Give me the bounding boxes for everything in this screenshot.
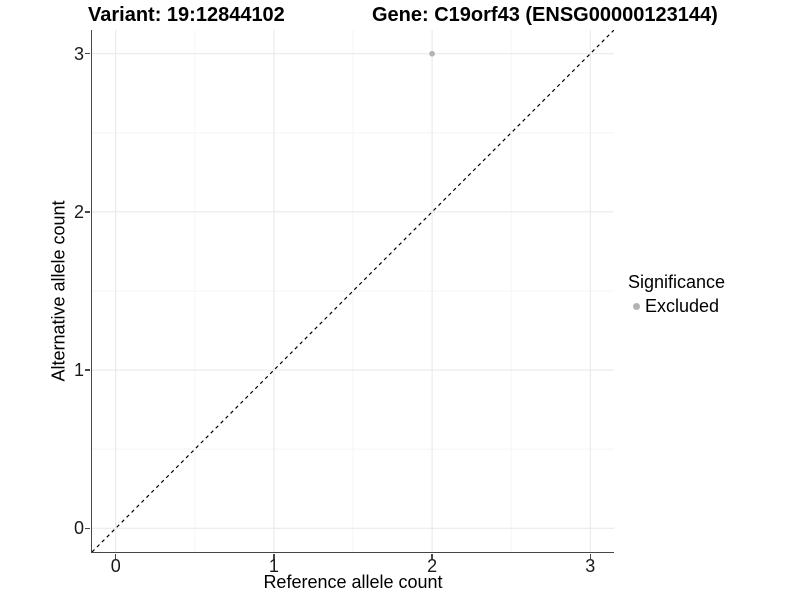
plot-panel bbox=[90, 30, 614, 553]
plot-title-gene: Gene: C19orf43 (ENSG00000123144) bbox=[372, 4, 718, 26]
x-tick-label: 1 bbox=[268, 556, 279, 576]
y-tick-label: 0 bbox=[73, 518, 84, 539]
legend-entries: Excluded bbox=[628, 296, 725, 316]
x-tick-label: 0 bbox=[110, 556, 121, 576]
x-tick-mark bbox=[114, 553, 117, 559]
y-tick-mark bbox=[85, 527, 90, 530]
x-tick-label: 3 bbox=[585, 556, 596, 576]
y-tick-label: 2 bbox=[73, 201, 84, 222]
x-tick-mark bbox=[431, 553, 433, 559]
x-tick-mark bbox=[273, 553, 275, 559]
data-point bbox=[428, 50, 435, 57]
plot-title-variant: Variant: 19:12844102 bbox=[88, 4, 285, 26]
x-tick-mark bbox=[589, 553, 592, 559]
plot-area bbox=[91, 30, 614, 552]
y-tick-label: 1 bbox=[73, 360, 84, 381]
legend-label: Excluded bbox=[645, 296, 720, 316]
y-tick-label: 3 bbox=[73, 43, 84, 64]
legend: Significance Excluded bbox=[628, 271, 725, 316]
legend-title: Significance bbox=[628, 272, 726, 292]
legend-point-icon bbox=[633, 302, 640, 310]
y-axis-title: Alternative allele count bbox=[48, 200, 69, 382]
y-tick-mark bbox=[85, 52, 90, 55]
x-axis-title: Reference allele count bbox=[263, 572, 443, 592]
y-tick-mark bbox=[85, 211, 90, 213]
y-tick-mark bbox=[85, 369, 90, 371]
x-tick-label: 2 bbox=[427, 556, 438, 576]
legend-entry: Excluded bbox=[628, 296, 725, 316]
